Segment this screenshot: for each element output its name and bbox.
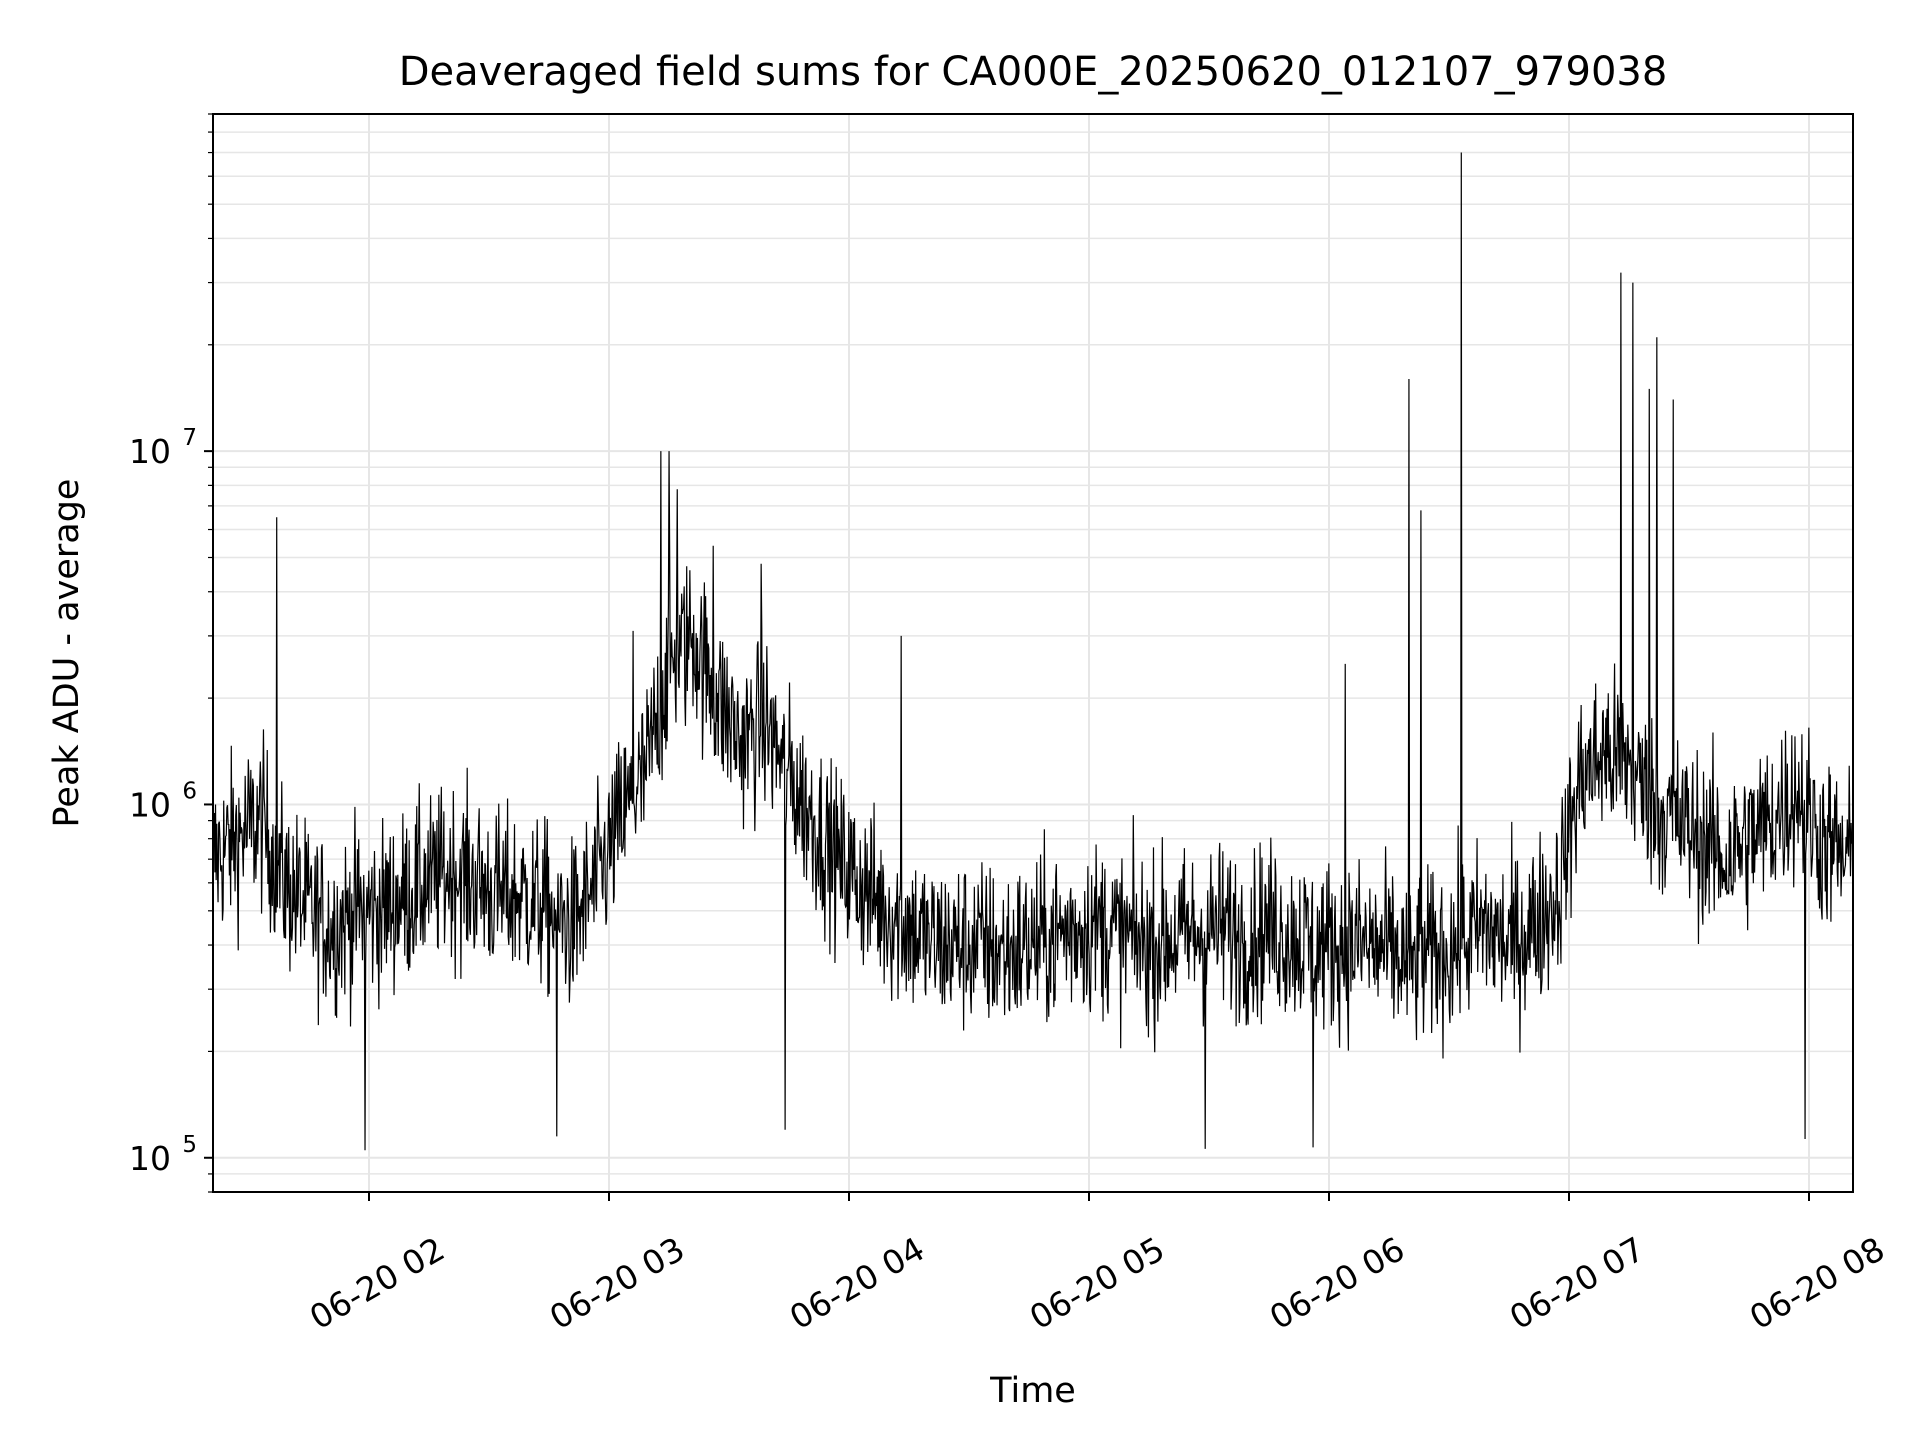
chart-title: Deaveraged field sums for CA000E_2025062…	[399, 49, 1668, 95]
y-axis-label: Peak ADU - average	[47, 479, 87, 828]
y-tick-exponent: 6	[182, 778, 197, 804]
x-axis-label: Time	[989, 1371, 1076, 1411]
series-layer	[212, 152, 1854, 1151]
y-tick-label: 10	[129, 785, 171, 824]
y-tick-label: 10	[129, 1139, 171, 1178]
grid	[213, 113, 1853, 1193]
y-tick-label: 10	[129, 432, 171, 471]
y-tick-exponent: 5	[182, 1132, 197, 1158]
plot-frame	[212, 113, 1854, 1193]
y-tick-exponent: 7	[182, 425, 197, 451]
series-line	[212, 152, 1854, 1151]
